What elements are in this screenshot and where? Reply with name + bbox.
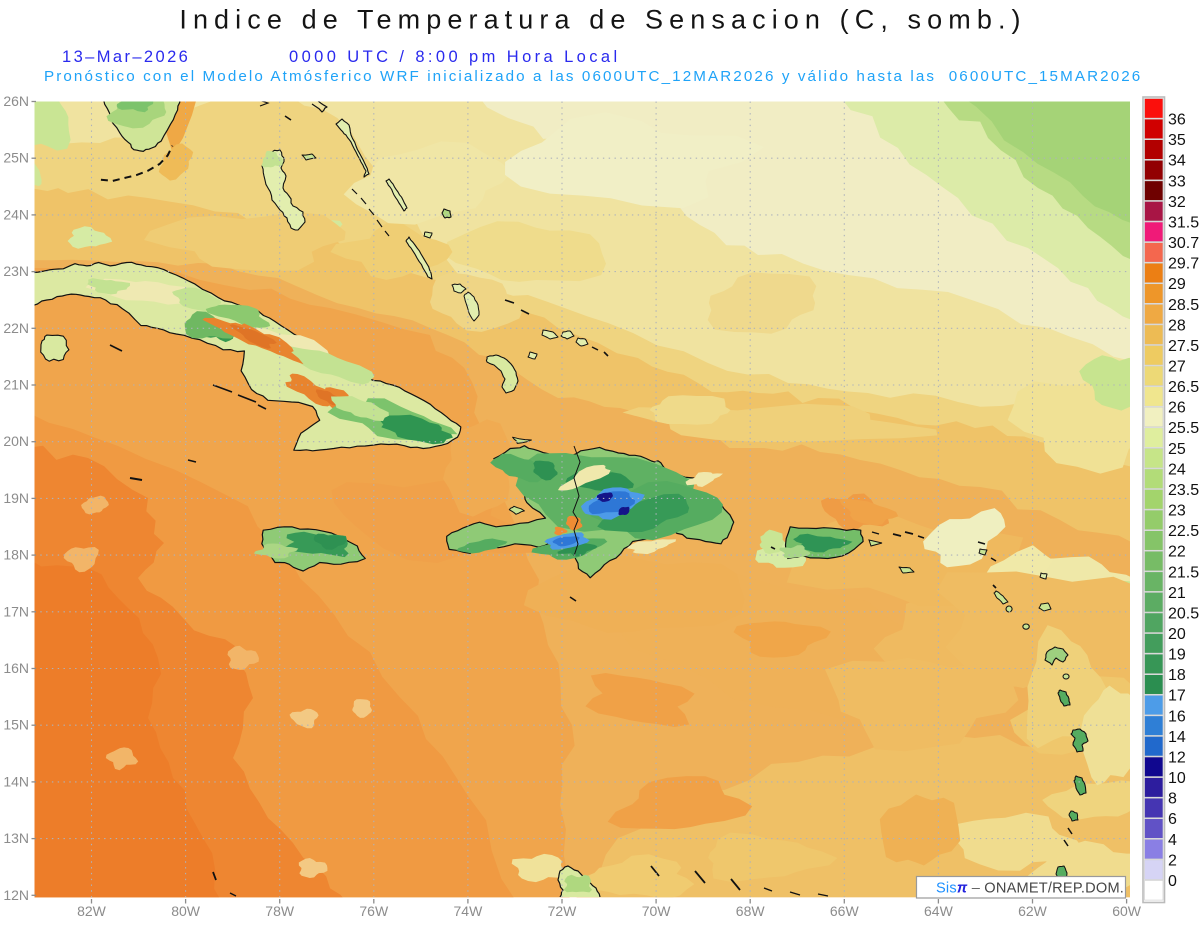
svg-text:25.5: 25.5 <box>1168 420 1199 437</box>
svg-text:25N: 25N <box>3 150 29 166</box>
svg-text:Pronóstico con el Modelo Atmós: Pronóstico con el Modelo Atmósferico WRF… <box>44 68 1142 85</box>
svg-text:21: 21 <box>1168 585 1186 602</box>
svg-text:78W: 78W <box>265 903 295 919</box>
svg-text:68W: 68W <box>736 903 766 919</box>
svg-text:17: 17 <box>1168 688 1186 705</box>
svg-text:8: 8 <box>1168 791 1177 808</box>
svg-text:0000 UTC / 8:00 pm Hora Local: 0000 UTC / 8:00 pm Hora Local <box>289 48 621 66</box>
svg-text:20N: 20N <box>3 433 29 449</box>
svg-text:80W: 80W <box>171 903 201 919</box>
svg-text:31.5: 31.5 <box>1168 215 1199 232</box>
svg-text:14N: 14N <box>3 773 29 789</box>
svg-text:20.5: 20.5 <box>1168 605 1199 622</box>
svg-text:26.5: 26.5 <box>1168 379 1199 396</box>
svg-text:33: 33 <box>1168 173 1186 190</box>
svg-text:27.5: 27.5 <box>1168 338 1199 355</box>
svg-text:22: 22 <box>1168 544 1186 561</box>
svg-text:22.5: 22.5 <box>1168 523 1199 540</box>
svg-text:23N: 23N <box>3 263 29 279</box>
svg-text:12N: 12N <box>3 887 29 903</box>
svg-text:60W: 60W <box>1112 903 1142 919</box>
svg-text:28.5: 28.5 <box>1168 297 1199 314</box>
svg-text:70W: 70W <box>642 903 672 919</box>
svg-text:76W: 76W <box>359 903 389 919</box>
svg-text:Sisπ – ONAMET/REP.DOM.: Sisπ – ONAMET/REP.DOM. <box>936 881 1124 897</box>
svg-text:19: 19 <box>1168 647 1186 664</box>
svg-text:62W: 62W <box>1018 903 1048 919</box>
svg-text:23: 23 <box>1168 503 1186 520</box>
svg-text:4: 4 <box>1168 832 1177 849</box>
svg-text:6: 6 <box>1168 811 1177 828</box>
svg-text:21.5: 21.5 <box>1168 564 1199 581</box>
svg-text:14: 14 <box>1168 729 1186 746</box>
svg-text:17N: 17N <box>3 603 29 619</box>
svg-text:82W: 82W <box>77 903 107 919</box>
svg-text:13–Mar–2026: 13–Mar–2026 <box>62 48 190 66</box>
svg-text:32: 32 <box>1168 194 1186 211</box>
svg-text:19N: 19N <box>3 490 29 506</box>
svg-text:18N: 18N <box>3 547 29 563</box>
svg-text:12: 12 <box>1168 750 1186 767</box>
svg-text:74W: 74W <box>454 903 484 919</box>
svg-text:16N: 16N <box>3 660 29 676</box>
svg-text:26N: 26N <box>3 93 29 109</box>
svg-text:24N: 24N <box>3 206 29 222</box>
svg-text:29: 29 <box>1168 276 1186 293</box>
svg-text:30.7: 30.7 <box>1168 235 1199 252</box>
svg-text:18: 18 <box>1168 667 1186 684</box>
svg-text:72W: 72W <box>548 903 578 919</box>
svg-text:Indice de Temperatura de Sensa: Indice de Temperatura de Sensacion (C, s… <box>179 5 1026 35</box>
svg-text:10: 10 <box>1168 770 1186 787</box>
svg-text:29.7: 29.7 <box>1168 256 1199 273</box>
svg-text:23.5: 23.5 <box>1168 482 1199 499</box>
svg-text:28: 28 <box>1168 317 1186 334</box>
svg-text:35: 35 <box>1168 132 1186 149</box>
svg-text:27: 27 <box>1168 359 1186 376</box>
svg-text:20: 20 <box>1168 626 1186 643</box>
svg-text:36: 36 <box>1168 112 1186 129</box>
svg-text:13N: 13N <box>3 830 29 846</box>
svg-text:64W: 64W <box>924 903 954 919</box>
svg-text:21N: 21N <box>3 377 29 393</box>
svg-text:24: 24 <box>1168 461 1186 478</box>
svg-text:0: 0 <box>1168 873 1177 890</box>
svg-text:15N: 15N <box>3 717 29 733</box>
svg-text:2: 2 <box>1168 852 1177 869</box>
svg-text:66W: 66W <box>830 903 860 919</box>
svg-text:26: 26 <box>1168 400 1186 417</box>
svg-text:22N: 22N <box>3 320 29 336</box>
svg-text:16: 16 <box>1168 708 1186 725</box>
svg-text:25: 25 <box>1168 441 1186 458</box>
svg-text:34: 34 <box>1168 153 1186 170</box>
